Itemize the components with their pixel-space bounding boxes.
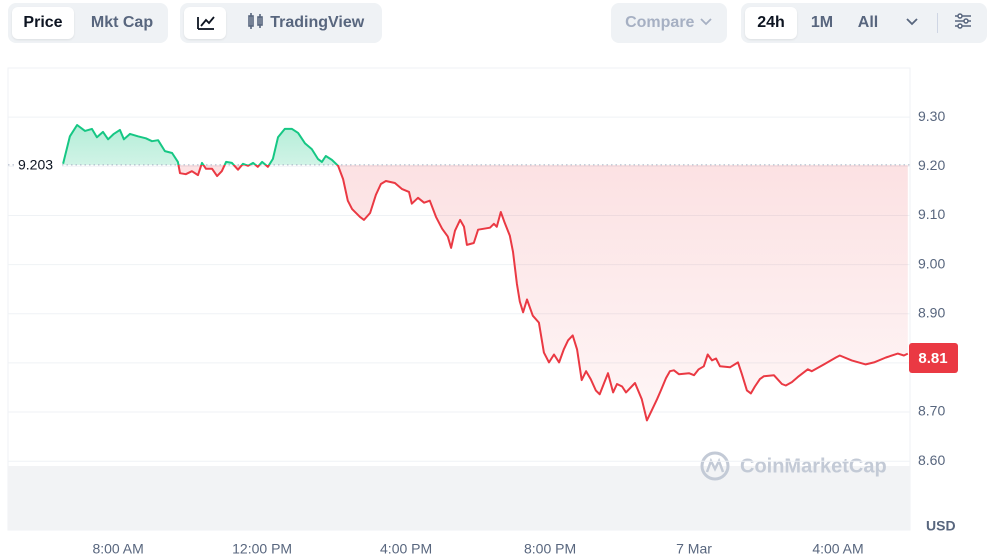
price-line: [62, 124, 909, 422]
x-tick-label: 7 Mar: [676, 541, 712, 557]
candle-icon: [247, 13, 263, 29]
price-area: [63, 125, 908, 421]
baseline-label: 9.203: [18, 157, 53, 173]
range-tabs: 24h 1M All: [741, 3, 987, 43]
compare-button[interactable]: Compare: [611, 7, 727, 39]
baseline-label-bg: [14, 154, 62, 175]
y-tick-label: 9.00: [918, 255, 945, 271]
range-1m[interactable]: 1M: [810, 14, 834, 31]
y-tick-label: 9.10: [918, 206, 945, 222]
line-chart-button[interactable]: [184, 7, 226, 39]
x-tick-label: 8:00 AM: [92, 541, 143, 557]
current-price-box: [909, 342, 958, 373]
compare-dropdown[interactable]: Compare: [611, 3, 727, 43]
price-tabs: Price Mkt Cap: [8, 3, 168, 43]
tradingview-button[interactable]: TradingView: [232, 7, 378, 39]
watermark-text: CoinMarketCap: [740, 455, 887, 477]
range-24h[interactable]: 24h: [745, 7, 797, 39]
y-axis-unit: USD: [926, 518, 956, 534]
y-tick-label: 9.20: [918, 157, 945, 173]
tradingview-label: TradingView: [270, 14, 365, 31]
settings-button[interactable]: [945, 7, 981, 39]
current-price-label: 8.81: [918, 350, 947, 367]
separator: [937, 13, 938, 33]
y-tick-label: 9.30: [918, 108, 945, 124]
chevron: [906, 18, 918, 26]
y-tick-label: 8.70: [918, 403, 945, 419]
line-icon: [197, 16, 215, 30]
tab-price[interactable]: Price: [12, 7, 74, 39]
chevron: [700, 18, 712, 26]
chart: CoinMarketCap USD 8.608.708.808.909.009.…: [7, 67, 958, 557]
compare-label: Compare: [625, 14, 695, 31]
chart-style: TradingView: [180, 3, 382, 43]
y-tick-label: 8.60: [918, 452, 945, 468]
tab-mkt-cap[interactable]: Mkt Cap: [90, 14, 154, 31]
range-all[interactable]: All: [857, 14, 879, 31]
range-more[interactable]: [895, 7, 929, 39]
volume-area: [8, 466, 910, 530]
y-tick-label: 8.90: [918, 304, 945, 320]
x-tick-label: 4:00 PM: [380, 541, 432, 557]
x-tick-label: 8:00 PM: [524, 541, 576, 557]
settings-icon: [955, 13, 971, 29]
x-tick-label: 12:00 PM: [232, 541, 292, 557]
x-tick-label: 4:00 AM: [812, 541, 863, 557]
